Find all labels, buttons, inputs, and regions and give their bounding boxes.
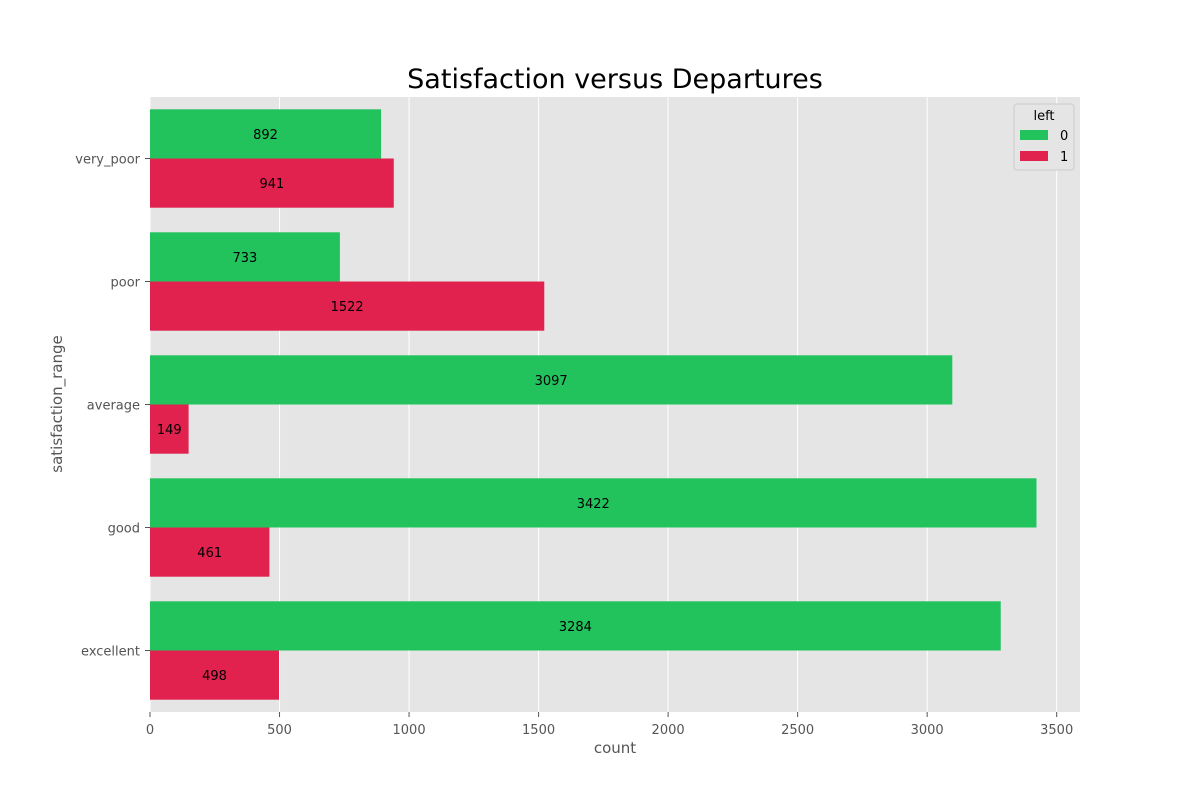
x-axis: 0 500 1000 1500 2000 2500 3000 3500 (146, 712, 1073, 738)
x-axis-label: count (594, 739, 636, 757)
y-tick-label-good: good (108, 522, 140, 537)
y-tick-label-poor: poor (110, 276, 140, 291)
x-tick-label: 3000 (911, 723, 944, 738)
bar-good-left-0 (150, 478, 1037, 528)
bar-poor-left-0 (150, 232, 340, 282)
x-tick-label: 1000 (393, 723, 426, 738)
data-label-very_poor-left-0: 892 (253, 128, 278, 143)
y-tick-label-very_poor: very_poor (75, 153, 140, 168)
bar-good-left-1 (150, 527, 270, 577)
bars: 892 941 733 1522 3097 149 3422 461 3284 498 (150, 109, 1037, 700)
bar-average-left-0 (150, 355, 953, 405)
x-tick-label: 500 (267, 723, 292, 738)
data-label-average-left-0: 3097 (535, 374, 568, 389)
legend-swatch-0 (1020, 130, 1048, 140)
bar-poor-left-1 (150, 281, 545, 331)
x-tick-label: 3500 (1040, 723, 1073, 738)
data-label-good-left-1: 461 (197, 546, 222, 561)
legend-label-0: 0 (1060, 129, 1068, 144)
data-label-poor-left-0: 733 (233, 251, 258, 266)
y-tick-label-excellent: excellent (81, 645, 140, 660)
x-tick-label: 0 (146, 723, 154, 738)
data-label-excellent-left-0: 3284 (559, 620, 592, 635)
bar-very_poor-left-1 (150, 158, 394, 208)
bar-very_poor-left-0 (150, 109, 382, 159)
y-tick-label-average: average (87, 399, 140, 414)
data-label-very_poor-left-1: 941 (259, 177, 284, 192)
legend: left 0 1 (1013, 103, 1075, 171)
bar-excellent-left-1 (150, 650, 280, 700)
bar-average-left-1 (150, 404, 189, 454)
data-label-good-left-0: 3422 (577, 497, 610, 512)
x-tick-label: 2000 (652, 723, 685, 738)
legend-swatch-1 (1020, 151, 1048, 161)
bar-excellent-left-0 (150, 601, 1001, 651)
y-axis-label: satisfaction_range (48, 335, 67, 472)
legend-title: left (1033, 109, 1054, 124)
chart-title: Satisfaction versus Departures (407, 64, 823, 95)
data-label-average-left-1: 149 (157, 423, 182, 438)
x-tick-label: 2500 (781, 723, 814, 738)
data-label-excellent-left-1: 498 (202, 669, 227, 684)
legend-label-1: 1 (1060, 150, 1068, 165)
data-label-poor-left-1: 1522 (331, 300, 364, 315)
x-tick-label: 1500 (522, 723, 555, 738)
